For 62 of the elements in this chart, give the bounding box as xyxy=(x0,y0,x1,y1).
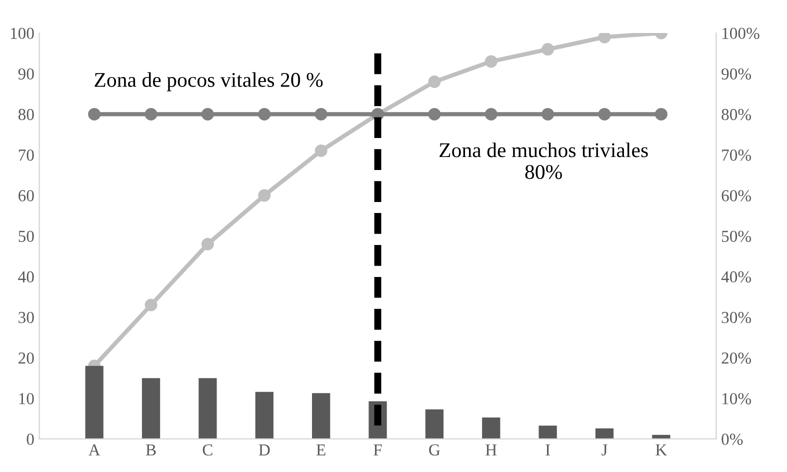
bar xyxy=(198,378,217,439)
point xyxy=(144,298,158,312)
y-tick-label: 0 xyxy=(26,434,34,445)
point xyxy=(542,108,554,120)
x-tick-label: F xyxy=(374,444,382,456)
y-tick-label: 50 xyxy=(18,230,34,242)
y-tick-label: 90 xyxy=(18,68,34,80)
point xyxy=(314,144,328,158)
point xyxy=(314,108,328,120)
point xyxy=(428,76,441,88)
bar xyxy=(538,426,557,439)
y2-tick-label: 60% xyxy=(722,190,752,202)
point xyxy=(258,189,271,202)
y2-tick-label: 40% xyxy=(721,271,752,283)
y2-tick-label: 10% xyxy=(722,393,752,404)
y2-tick-label: 70% xyxy=(722,150,752,161)
y2-tick-label: 100% xyxy=(722,28,760,40)
y-tick-label: 80 xyxy=(18,108,34,120)
x-tick-label: D xyxy=(258,444,270,456)
point xyxy=(484,108,498,120)
point xyxy=(144,108,158,120)
bar xyxy=(425,409,444,439)
bar xyxy=(255,392,274,439)
point xyxy=(654,108,668,120)
y-tick-label: 10 xyxy=(19,393,34,404)
bar xyxy=(85,366,104,439)
point xyxy=(428,108,441,120)
x-tick-label: G xyxy=(429,444,440,456)
x-tick-label: E xyxy=(316,444,326,456)
x-tick-label: A xyxy=(88,444,100,456)
y2-tick-label: 80% xyxy=(722,108,752,120)
bar xyxy=(595,428,614,439)
x-tick-label: C xyxy=(202,444,212,456)
y2-tick-label: 50% xyxy=(722,230,752,242)
y-tick-label: 100 xyxy=(10,28,34,39)
y2-tick-label: 90% xyxy=(722,68,752,80)
x-tick-label: B xyxy=(146,444,156,456)
x-tick-label: J xyxy=(602,444,608,456)
bar xyxy=(142,378,160,439)
x-tick-label: K xyxy=(656,444,668,456)
point xyxy=(542,43,554,56)
y-tick-label: 70 xyxy=(18,150,34,161)
point xyxy=(598,108,611,120)
bar xyxy=(312,393,330,439)
point xyxy=(201,108,214,120)
bar xyxy=(482,417,500,439)
point xyxy=(258,108,271,120)
y2-tick-label: 30% xyxy=(722,312,752,324)
y2-tick-label: 20% xyxy=(722,352,752,364)
point xyxy=(484,55,498,68)
x-tick-label: I xyxy=(546,444,550,456)
y-tick-label: 40 xyxy=(18,271,34,283)
annotation: Zona de muchos triviales 80% xyxy=(440,142,648,180)
point xyxy=(88,108,101,120)
y-tick-label: 30 xyxy=(18,312,34,324)
y2-tick-label: 0% xyxy=(722,434,743,445)
y-tick-label: 20 xyxy=(18,352,34,364)
x-tick-label: H xyxy=(486,444,497,456)
point xyxy=(598,33,611,44)
annotation: Zona de pocos vitales 20 % xyxy=(94,72,323,92)
point xyxy=(201,238,214,250)
y-tick-label: 60 xyxy=(18,190,34,202)
